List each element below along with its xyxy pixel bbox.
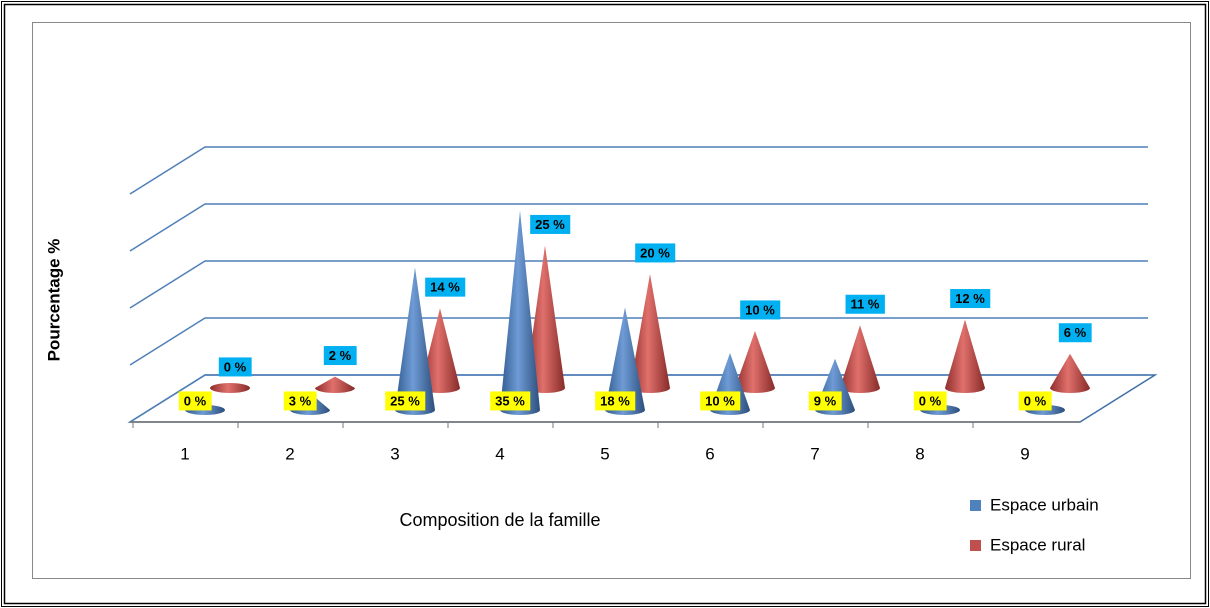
legend-swatch xyxy=(970,500,981,511)
cone xyxy=(735,331,775,393)
grid-line xyxy=(129,203,1148,252)
value-label-box xyxy=(700,391,741,411)
value-label-text: 18 % xyxy=(600,393,630,408)
value-label-text: 25 % xyxy=(535,217,565,232)
cone xyxy=(945,319,985,393)
x-tick-label: 7 xyxy=(810,444,819,463)
x-tick-label: 4 xyxy=(495,444,504,463)
value-label-box xyxy=(950,289,991,309)
value-label-text: 25 % xyxy=(390,393,420,408)
x-tick-label: 2 xyxy=(285,444,294,463)
value-label: 14 % xyxy=(425,277,466,297)
y-axis-title: Pourcentage % xyxy=(44,239,63,362)
cone xyxy=(630,274,670,393)
value-label-box xyxy=(1058,323,1092,343)
value-label-text: 35 % xyxy=(495,393,525,408)
value-label-box xyxy=(595,391,636,411)
value-label: 35 % xyxy=(490,391,531,411)
value-label-text: 0 % xyxy=(184,393,207,408)
cone xyxy=(840,325,880,393)
value-label-box xyxy=(218,357,252,377)
cone xyxy=(395,267,435,415)
cone xyxy=(210,383,250,393)
value-label-box xyxy=(283,391,317,411)
value-label-box xyxy=(740,300,781,320)
value-label: 20 % xyxy=(635,243,676,263)
value-label-box xyxy=(808,391,842,411)
value-label: 0 % xyxy=(178,391,212,411)
value-label-text: 12 % xyxy=(955,291,985,306)
value-label-text: 2 % xyxy=(329,348,352,363)
value-label-box xyxy=(1018,391,1052,411)
x-tick-label: 3 xyxy=(390,444,399,463)
cone xyxy=(525,245,565,393)
value-label: 12 % xyxy=(950,289,991,309)
value-label-text: 11 % xyxy=(851,297,880,312)
value-label: 25 % xyxy=(530,214,571,234)
value-label: 25 % xyxy=(385,391,426,411)
x-tick-label: 5 xyxy=(600,444,609,463)
x-tick-label: 6 xyxy=(705,444,714,463)
value-label: 11 % xyxy=(845,294,885,314)
value-label: 10 % xyxy=(700,391,741,411)
value-label: 18 % xyxy=(595,391,636,411)
grid-line xyxy=(129,146,1148,195)
legend-label: Espace rural xyxy=(990,535,1085,554)
value-label: 0 % xyxy=(218,357,252,377)
value-label-box xyxy=(530,214,571,234)
grid-line xyxy=(129,260,1148,309)
value-label: 9 % xyxy=(808,391,842,411)
cone xyxy=(1050,353,1090,393)
grid-line xyxy=(129,317,1148,366)
x-tick-label: 9 xyxy=(1020,444,1029,463)
value-label-text: 14 % xyxy=(430,280,460,295)
value-label-box xyxy=(425,277,466,297)
plot-frame xyxy=(32,22,1191,579)
value-label-box xyxy=(845,294,885,314)
value-label-text: 9 % xyxy=(814,393,837,408)
value-label-text: 0 % xyxy=(919,393,942,408)
value-label: 2 % xyxy=(323,346,357,366)
x-tick-label: 8 xyxy=(915,444,924,463)
value-label: 0 % xyxy=(913,391,947,411)
value-label: 3 % xyxy=(283,391,317,411)
value-label-box xyxy=(178,391,212,411)
value-label: 0 % xyxy=(1018,391,1052,411)
x-tick-label: 1 xyxy=(180,444,189,463)
cone xyxy=(500,210,540,415)
value-label: 10 % xyxy=(740,300,781,320)
value-label-text: 20 % xyxy=(640,245,670,260)
legend-label: Espace urbain xyxy=(990,495,1099,514)
value-label-text: 3 % xyxy=(289,393,312,408)
cone xyxy=(315,376,355,393)
value-label-text: 10 % xyxy=(705,393,735,408)
value-label-text: 6 % xyxy=(1064,325,1087,340)
outer-border-inner xyxy=(3,3,1207,605)
value-label-text: 10 % xyxy=(745,302,775,317)
legend-swatch xyxy=(970,540,981,551)
value-label-box xyxy=(913,391,947,411)
cone xyxy=(605,307,645,415)
x-axis-title: Composition de la famille xyxy=(399,510,600,530)
value-label-text: 0 % xyxy=(1024,393,1047,408)
cone xyxy=(420,308,460,393)
value-label: 6 % xyxy=(1058,323,1092,343)
value-label-box xyxy=(385,391,426,411)
value-label-text: 0 % xyxy=(224,359,247,374)
value-label-box xyxy=(490,391,531,411)
value-label-box xyxy=(635,243,676,263)
value-label-box xyxy=(323,346,357,366)
